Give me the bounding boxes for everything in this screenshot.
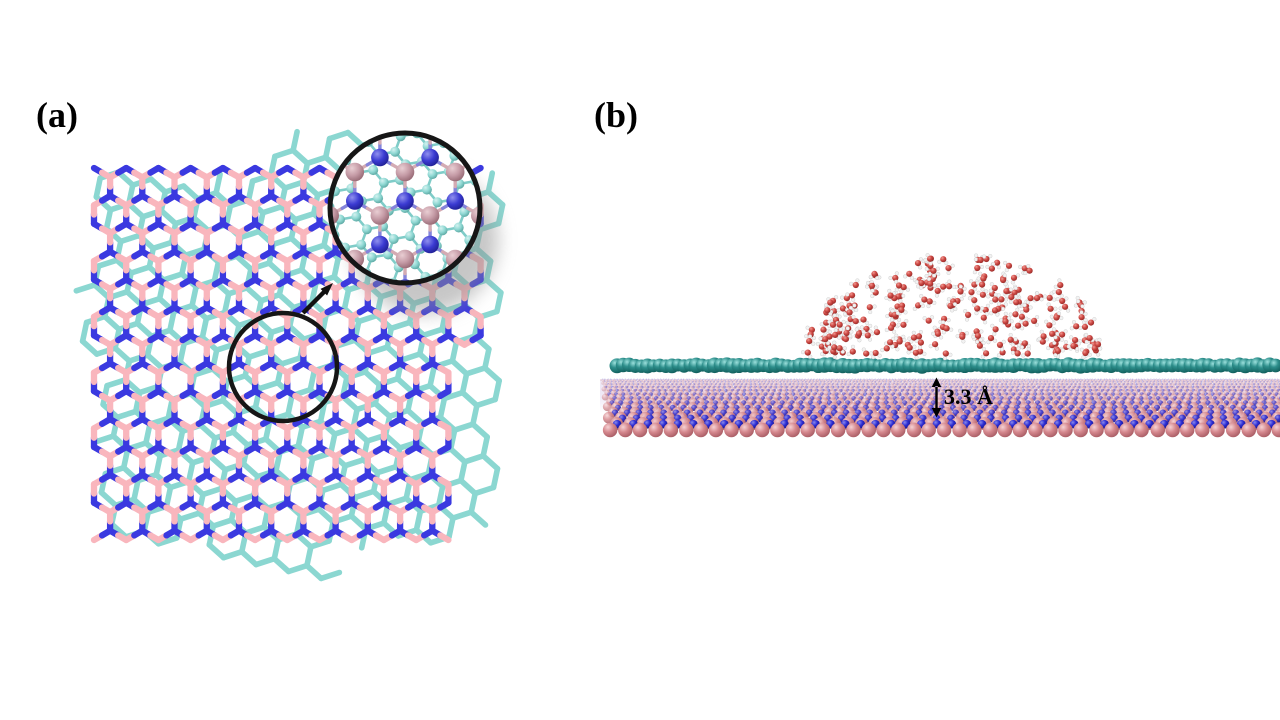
hbn-substrate-side <box>600 378 1280 438</box>
panel-b-label: (b) <box>594 95 638 135</box>
zoom-arrow-icon <box>301 283 333 315</box>
water-droplet <box>800 253 1103 361</box>
gap-arrow-icon <box>931 377 942 418</box>
graphene-sheet-side <box>609 357 1280 374</box>
highlight-circle <box>226 310 340 424</box>
gap-annotation: 3.3 Å <box>931 377 993 418</box>
magnified-inset <box>327 130 498 314</box>
hbn-lattice-top <box>90 164 484 544</box>
gap-distance-label: 3.3 Å <box>944 384 993 409</box>
panel-a-label: (a) <box>36 95 78 135</box>
